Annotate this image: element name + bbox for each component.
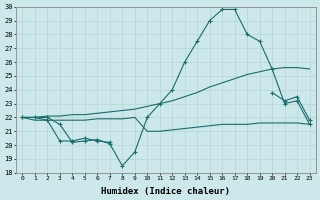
X-axis label: Humidex (Indice chaleur): Humidex (Indice chaleur) — [101, 187, 230, 196]
